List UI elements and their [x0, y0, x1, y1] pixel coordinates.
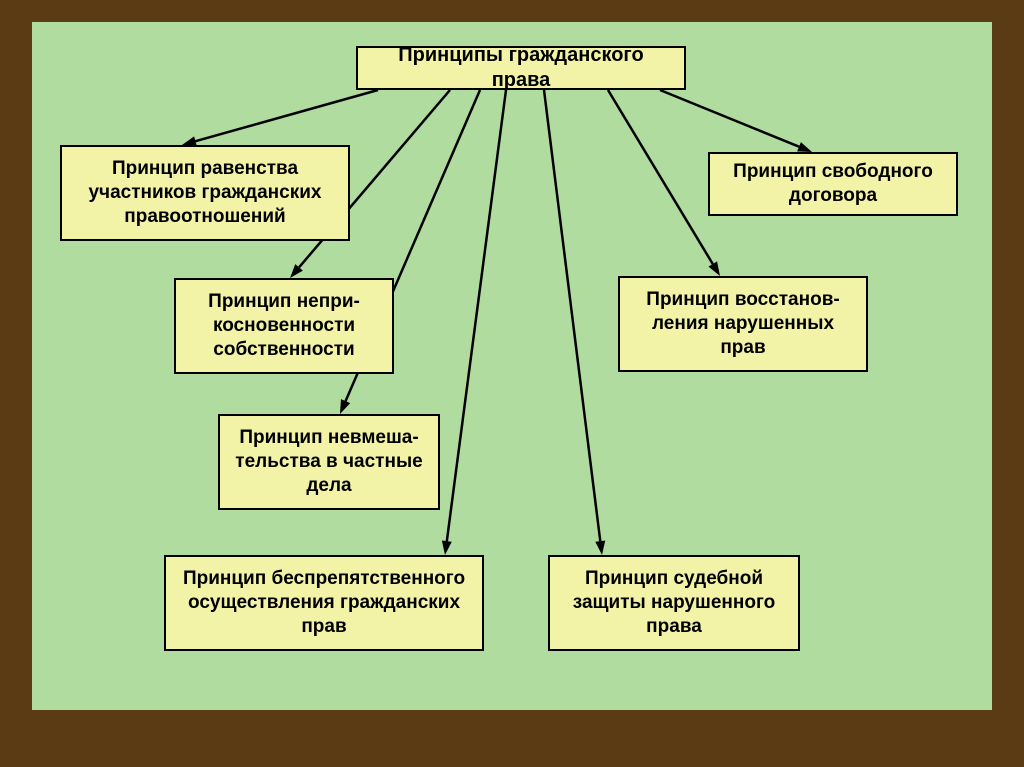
node-label: Принцип восстанов-ления нарушенных прав [630, 288, 856, 359]
node-inviolability: Принцип непри-косновенности собственност… [174, 278, 394, 374]
node-free-contract: Принцип свободного договора [708, 152, 958, 216]
node-noninterference: Принцип невмеша-тельства в частные дела [218, 414, 440, 510]
node-label: Принцип непри-косновенности собственност… [186, 290, 382, 361]
node-label: Принцип равенства участников гражданских… [72, 157, 338, 228]
node-unobstructed: Принцип беспрепятственного осуществления… [164, 555, 484, 651]
root-node: Принципы гражданского права [356, 46, 686, 90]
node-label: Принцип невмеша-тельства в частные дела [230, 426, 428, 497]
slide-background: Принципы гражданского права Принцип раве… [0, 0, 1024, 767]
node-equality: Принцип равенства участников гражданских… [60, 145, 350, 241]
node-court-protection: Принцип судебной защиты нарушенного прав… [548, 555, 800, 651]
root-label: Принципы гражданского права [368, 43, 674, 93]
node-restoration: Принцип восстанов-ления нарушенных прав [618, 276, 868, 372]
node-label: Принцип беспрепятственного осуществления… [176, 567, 472, 638]
diagram-panel: Принципы гражданского права Принцип раве… [32, 22, 992, 710]
node-label: Принцип судебной защиты нарушенного прав… [560, 567, 788, 638]
node-label: Принцип свободного договора [720, 160, 946, 208]
